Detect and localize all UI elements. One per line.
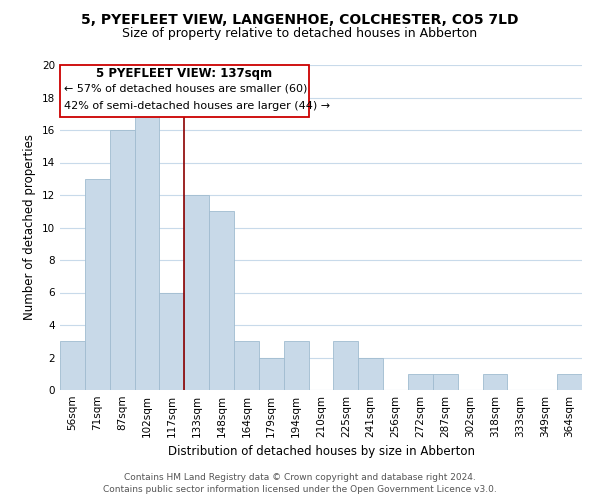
Text: Size of property relative to detached houses in Abberton: Size of property relative to detached ho… xyxy=(122,28,478,40)
Text: 5, PYEFLEET VIEW, LANGENHOE, COLCHESTER, CO5 7LD: 5, PYEFLEET VIEW, LANGENHOE, COLCHESTER,… xyxy=(81,12,519,26)
Text: Contains HM Land Registry data © Crown copyright and database right 2024.: Contains HM Land Registry data © Crown c… xyxy=(124,473,476,482)
FancyBboxPatch shape xyxy=(60,65,308,117)
Text: 5 PYEFLEET VIEW: 137sqm: 5 PYEFLEET VIEW: 137sqm xyxy=(96,68,272,80)
Text: ← 57% of detached houses are smaller (60): ← 57% of detached houses are smaller (60… xyxy=(64,84,307,94)
Bar xyxy=(60,341,85,390)
Bar xyxy=(358,358,383,390)
Bar xyxy=(110,130,134,390)
Bar xyxy=(85,179,110,390)
Text: Contains public sector information licensed under the Open Government Licence v3: Contains public sector information licen… xyxy=(103,486,497,494)
Bar xyxy=(557,374,582,390)
Y-axis label: Number of detached properties: Number of detached properties xyxy=(23,134,37,320)
Bar xyxy=(433,374,458,390)
X-axis label: Distribution of detached houses by size in Abberton: Distribution of detached houses by size … xyxy=(167,446,475,458)
Bar xyxy=(234,341,259,390)
Bar xyxy=(259,358,284,390)
Bar xyxy=(134,114,160,390)
Bar xyxy=(160,292,184,390)
Bar xyxy=(408,374,433,390)
Bar xyxy=(284,341,308,390)
Bar xyxy=(209,211,234,390)
Bar xyxy=(184,195,209,390)
Text: 42% of semi-detached houses are larger (44) →: 42% of semi-detached houses are larger (… xyxy=(64,100,330,110)
Bar xyxy=(482,374,508,390)
Bar xyxy=(334,341,358,390)
